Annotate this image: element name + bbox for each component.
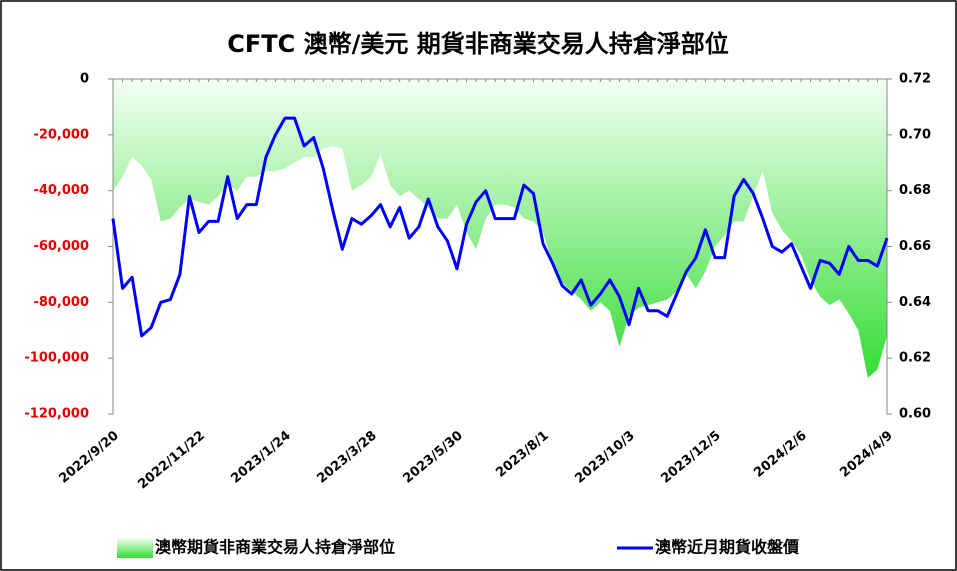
y2-tick-label: 0.66 bbox=[899, 239, 931, 254]
y-tick-label: -80,000 bbox=[33, 295, 89, 310]
y2-tick-label: 0.68 bbox=[899, 183, 931, 198]
y-tick-label: -40,000 bbox=[33, 183, 89, 198]
y-tick-label: 0 bbox=[80, 72, 89, 87]
y-tick-label: -120,000 bbox=[24, 407, 89, 422]
legend-label: 澳幣期貨非商業交易人持倉淨部位 bbox=[155, 538, 395, 557]
line bbox=[111, 116, 889, 338]
y-tick-label: -100,000 bbox=[24, 351, 89, 366]
area bbox=[113, 79, 887, 378]
y2-tick-label: 0.62 bbox=[899, 351, 931, 366]
chart-title: CFTC 澳幣/美元 期貨非商業交易人持倉淨部位 bbox=[227, 30, 728, 58]
y2-tick-label: 0.70 bbox=[899, 127, 931, 142]
legend-label: 澳幣近月期貨收盤價 bbox=[655, 538, 800, 557]
y-tick-label: -20,000 bbox=[33, 127, 89, 142]
y2-tick-label: 0.64 bbox=[899, 295, 931, 310]
y-tick-label: -60,000 bbox=[33, 239, 89, 254]
y2-tick-label: 0.72 bbox=[899, 72, 931, 87]
y2-tick-label: 0.60 bbox=[899, 407, 931, 422]
legend-swatch bbox=[117, 538, 153, 558]
